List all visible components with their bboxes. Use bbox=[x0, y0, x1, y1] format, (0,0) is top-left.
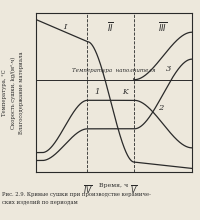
Text: Скорость сушки, kg/(м²·ч): Скорость сушки, kg/(м²·ч) bbox=[11, 56, 16, 128]
X-axis label: Время, ч: Время, ч bbox=[99, 183, 129, 188]
Text: $\overline{IV}$: $\overline{IV}$ bbox=[83, 185, 92, 197]
Text: Рис. 2.9. Кривые сушки при производстве керамиче-: Рис. 2.9. Кривые сушки при производстве … bbox=[2, 191, 151, 196]
Text: Влагосодержание материала: Влагосодержание материала bbox=[19, 51, 24, 134]
Text: Температура, °C: Температура, °C bbox=[2, 69, 7, 116]
Text: 2: 2 bbox=[158, 104, 163, 112]
Text: $\overline{V}$: $\overline{V}$ bbox=[130, 185, 138, 197]
Text: Температура  наполнителя: Температура наполнителя bbox=[72, 68, 156, 73]
Text: $\overline{II}$: $\overline{II}$ bbox=[107, 20, 114, 35]
Text: 3: 3 bbox=[166, 65, 171, 73]
Text: I: I bbox=[63, 24, 66, 31]
Text: 1: 1 bbox=[94, 88, 100, 96]
Text: $\overline{III}$: $\overline{III}$ bbox=[158, 20, 168, 35]
Text: ских изделий по периодам: ских изделий по периодам bbox=[2, 200, 78, 205]
Text: K: K bbox=[122, 88, 128, 96]
